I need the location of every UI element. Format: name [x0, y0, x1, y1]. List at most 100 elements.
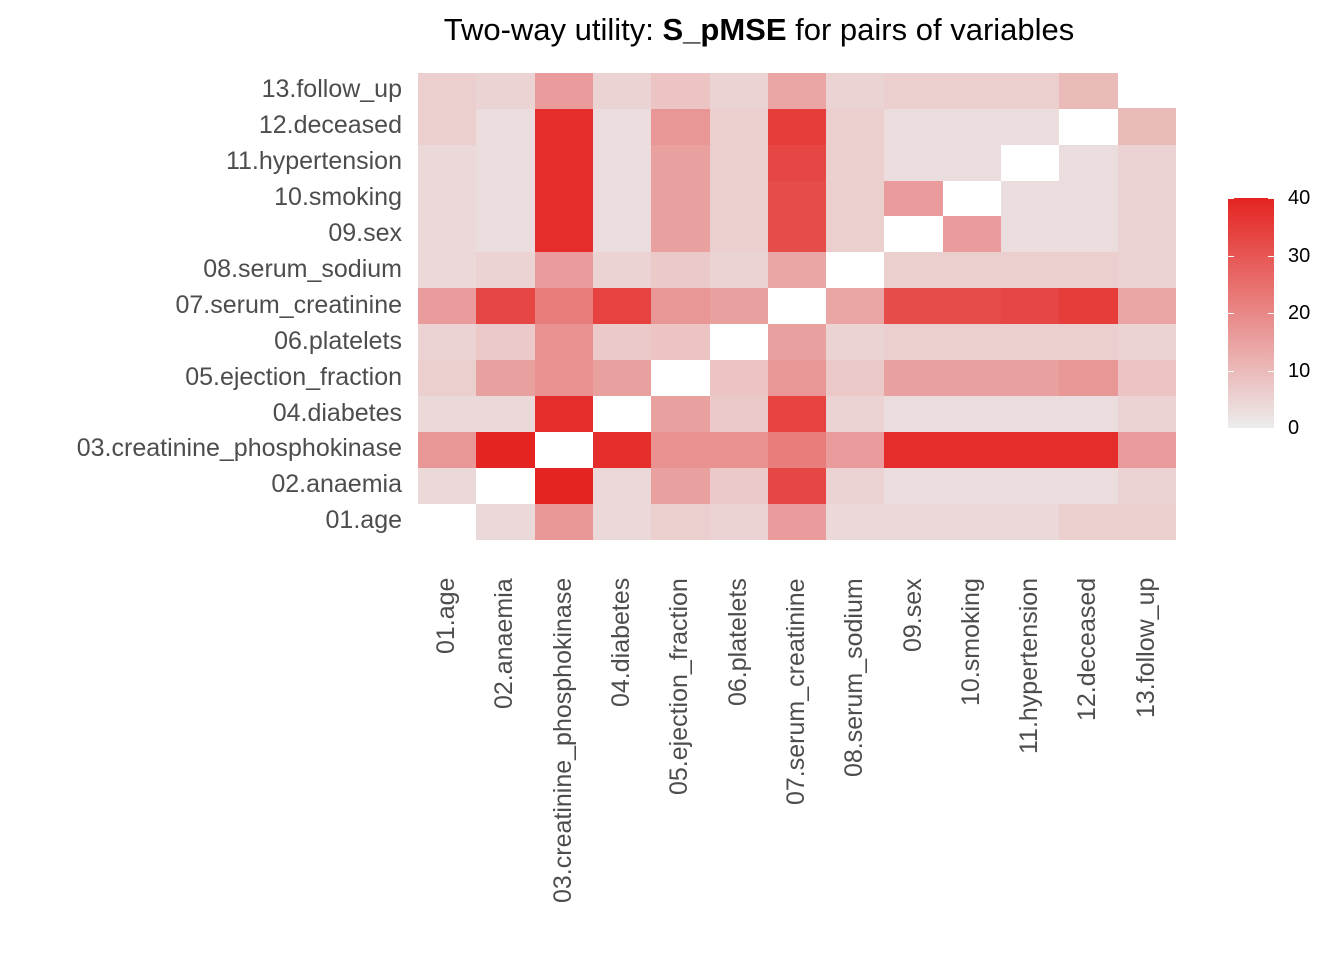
heatmap-cell	[534, 467, 594, 504]
heatmap-cell	[709, 431, 769, 468]
heatmap-cell	[651, 108, 710, 145]
heatmap-cell	[534, 503, 594, 540]
heatmap-cell	[592, 216, 652, 253]
heatmap-cell	[1059, 395, 1118, 432]
heatmap-cell	[418, 431, 477, 468]
legend-tick-label: 20	[1288, 302, 1311, 324]
heatmap-cell	[942, 467, 1002, 504]
heatmap-cell	[418, 503, 477, 540]
heatmap-cell	[942, 359, 1002, 396]
heatmap-cell	[826, 180, 885, 217]
heatmap-cell	[1001, 144, 1060, 181]
heatmap-cell	[709, 323, 769, 361]
heatmap-cell	[884, 323, 943, 361]
chart-title: Two-way utility: S_pMSE for pairs of var…	[0, 12, 1344, 48]
heatmap-cell	[651, 287, 710, 325]
heatmap-cell	[1059, 216, 1118, 253]
heatmap-cell	[767, 431, 827, 468]
heatmap-cell	[651, 503, 710, 540]
heatmap-cell	[418, 72, 477, 109]
heatmap-cell	[1001, 287, 1060, 325]
heatmap-cell	[709, 72, 769, 109]
heatmap-cell	[884, 503, 943, 540]
y-tick-label: 12.deceased	[258, 111, 402, 140]
heatmap-cell	[884, 144, 943, 181]
heatmap-cell	[418, 180, 477, 217]
heatmap-cell	[418, 287, 477, 325]
heatmap-cell	[651, 144, 710, 181]
heatmap-cell	[767, 216, 827, 253]
y-tick-label: 05.ejection_fraction	[185, 362, 402, 391]
heatmap-cell	[1059, 467, 1118, 504]
heatmap-cell	[767, 144, 827, 181]
chart-title-bold: S_pMSE	[662, 12, 787, 47]
heatmap-cell	[476, 395, 535, 432]
heatmap-cell	[534, 108, 594, 145]
heatmap-cell	[592, 180, 652, 217]
heatmap-cell	[651, 252, 710, 289]
heatmap-cell	[651, 467, 710, 504]
heatmap-cell	[476, 323, 535, 361]
heatmap-cell	[709, 287, 769, 325]
heatmap-cell	[1001, 72, 1060, 109]
legend-tick-mark	[1268, 198, 1274, 199]
heatmap-cell	[534, 216, 594, 253]
heatmap-cell	[884, 431, 943, 468]
heatmap-cell	[767, 323, 827, 361]
y-tick-label: 06.platelets	[274, 326, 402, 355]
y-tick-label: 04.diabetes	[272, 398, 402, 427]
heatmap-cell	[534, 431, 594, 468]
heatmap-cell	[592, 395, 652, 432]
heatmap-cell	[1117, 108, 1177, 145]
heatmap-cell	[884, 395, 943, 432]
legend-tick-mark	[1268, 428, 1274, 429]
legend-tick-label: 10	[1288, 359, 1311, 382]
heatmap-cell	[592, 467, 652, 504]
heatmap-cell	[1117, 216, 1177, 253]
heatmap-cell	[418, 144, 477, 181]
heatmap-cell	[1117, 395, 1177, 432]
y-tick-label: 11.hypertension	[225, 147, 402, 176]
heatmap-cell	[476, 503, 535, 540]
heatmap-cell	[1001, 503, 1060, 540]
heatmap-cell	[1001, 216, 1060, 253]
heatmap-cell	[1059, 431, 1118, 468]
heatmap-cell	[418, 395, 477, 432]
heatmap-cell	[826, 467, 885, 504]
y-tick-label: 10.smoking	[274, 183, 402, 212]
heatmap-cell	[651, 72, 710, 109]
legend-tick-mark	[1268, 256, 1274, 257]
heatmap-cell	[418, 359, 477, 396]
heatmap-cell	[476, 216, 535, 253]
heatmap-cell	[884, 359, 943, 396]
heatmap-cell	[826, 395, 885, 432]
heatmap-cell	[884, 287, 943, 325]
heatmap-cell	[767, 395, 827, 432]
heatmap-cell	[942, 287, 1002, 325]
heatmap-cell	[418, 216, 477, 253]
heatmap-cell	[709, 180, 769, 217]
heatmap-cell	[534, 395, 594, 432]
legend-tick-mark	[1268, 313, 1274, 314]
heatmap-cell	[1117, 323, 1177, 361]
heatmap-cell	[1001, 467, 1060, 504]
heatmap-cell	[1117, 467, 1177, 504]
heatmap-cell	[476, 144, 535, 181]
heatmap-cell	[942, 72, 1002, 109]
heatmap-cell	[884, 72, 943, 109]
heatmap-cell	[767, 108, 827, 145]
heatmap-cell	[826, 144, 885, 181]
heatmap-cell	[1001, 431, 1060, 468]
y-tick-label: 09.sex	[328, 219, 402, 248]
heatmap-cell	[1059, 252, 1118, 289]
heatmap-cell	[418, 108, 477, 145]
heatmap-cell	[884, 180, 943, 217]
heatmap-cell	[767, 252, 827, 289]
heatmap-cell	[942, 431, 1002, 468]
heatmap-cell	[1117, 503, 1177, 540]
heatmap-cell	[826, 108, 885, 145]
heatmap-cell	[709, 359, 769, 396]
heatmap-cell	[942, 144, 1002, 181]
x-tick-label: 09.sex	[898, 578, 927, 652]
heatmap-cell	[942, 108, 1002, 145]
